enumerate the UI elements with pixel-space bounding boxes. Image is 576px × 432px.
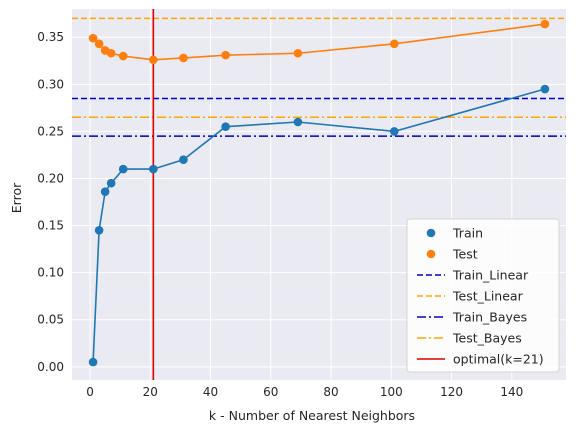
x-tick-label: 140	[500, 385, 523, 399]
legend-label: Train_Bayes	[452, 310, 527, 325]
legend-label: Test_Bayes	[452, 331, 522, 346]
legend-label: optimal(k=21)	[453, 352, 544, 367]
y-tick-label: 0.05	[37, 313, 64, 327]
x-tick-label: 100	[380, 385, 403, 399]
reference-lines	[72, 9, 566, 380]
x-tick-label: 20	[143, 385, 158, 399]
legend: Train Test Train_Linear Test_Linear Train_Ba…	[406, 218, 560, 373]
train-point	[94, 225, 104, 235]
test-point	[94, 39, 104, 49]
test-point	[390, 39, 399, 49]
test-point	[221, 50, 230, 60]
legend-label: Train_Linear	[452, 268, 529, 283]
legend-label: Test_Linear	[452, 289, 524, 304]
test-point	[106, 48, 116, 58]
x-tick-label: 40	[203, 385, 218, 399]
y-tick-label: 0.00	[37, 360, 64, 374]
y-axis-label: Error	[9, 182, 24, 213]
test-point	[179, 53, 188, 63]
train-point	[540, 84, 550, 94]
series-layer	[88, 19, 550, 367]
x-axis-label: k - Number of Nearest Neighbors	[209, 408, 415, 423]
y-tick-label: 0.30	[37, 77, 64, 91]
x-tick-label: 120	[440, 385, 463, 399]
test-point	[293, 48, 303, 58]
x-tick-label: 80	[323, 385, 338, 399]
train-point	[100, 187, 110, 196]
tick-labels: 0 20 40 60 80 100 120 140 0.00 0.05 0.10 0.15 0.20 0.…	[37, 30, 523, 399]
x-tick-label: 60	[263, 385, 278, 399]
legend-label: Train	[452, 226, 483, 241]
test-point	[118, 51, 128, 61]
y-tick-label: 0.35	[37, 30, 64, 44]
y-tick-label: 0.10	[37, 266, 64, 280]
train-point	[106, 178, 116, 188]
y-tick-label: 0.20	[37, 171, 64, 185]
test-point	[88, 33, 98, 43]
x-tick-label: 0	[86, 385, 94, 399]
legend-marker-train	[426, 228, 436, 238]
legend-box	[406, 218, 560, 373]
train-point	[118, 164, 128, 174]
y-tick-label: 0.15	[37, 219, 64, 233]
y-tick-label: 0.25	[37, 124, 64, 138]
train-point	[88, 357, 98, 367]
legend-marker-test	[426, 249, 436, 259]
train-point	[149, 164, 158, 174]
test-point	[540, 19, 550, 29]
train-point	[221, 122, 230, 132]
legend-label: Test	[452, 247, 478, 262]
test-point	[149, 55, 158, 65]
train-point	[390, 127, 399, 136]
train-point	[293, 117, 303, 127]
train-point	[179, 155, 188, 164]
